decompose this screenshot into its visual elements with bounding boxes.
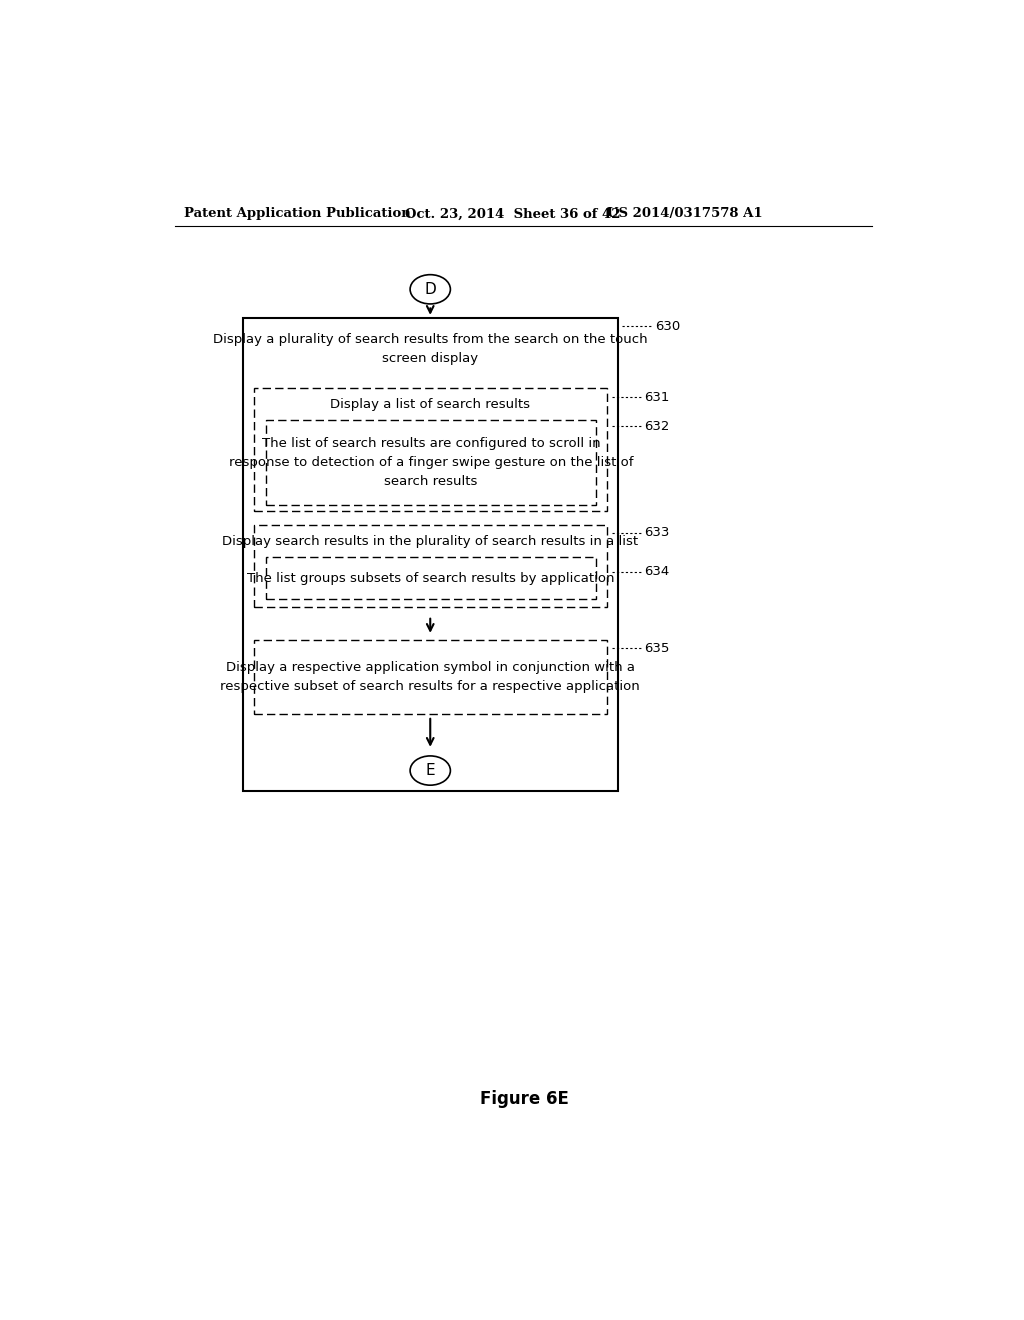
Text: Display search results in the plurality of search results in a list: Display search results in the plurality … [222, 535, 638, 548]
Text: E: E [425, 763, 435, 777]
Text: Display a respective application symbol in conjunction with a
respective subset : Display a respective application symbol … [220, 660, 640, 693]
Text: Oct. 23, 2014  Sheet 36 of 42: Oct. 23, 2014 Sheet 36 of 42 [406, 207, 621, 220]
Text: Display a list of search results: Display a list of search results [331, 399, 530, 412]
Text: 634: 634 [644, 565, 670, 578]
Bar [254, 640, 607, 714]
Text: Figure 6E: Figure 6E [480, 1090, 569, 1109]
Text: 633: 633 [644, 527, 670, 539]
Text: Patent Application Publication: Patent Application Publication [183, 207, 411, 220]
Bar [254, 388, 607, 511]
Ellipse shape [410, 275, 451, 304]
Ellipse shape [410, 756, 451, 785]
Bar [254, 525, 607, 607]
Bar [243, 318, 617, 792]
Text: The list of search results are configured to scroll in
response to detection of : The list of search results are configure… [228, 437, 633, 488]
Text: D: D [424, 281, 436, 297]
Bar [266, 557, 596, 599]
Bar [266, 420, 596, 506]
Text: Display a plurality of search results from the search on the touch
screen displa: Display a plurality of search results fr… [213, 334, 647, 366]
Text: The list groups subsets of search results by application: The list groups subsets of search result… [247, 572, 614, 585]
Text: US 2014/0317578 A1: US 2014/0317578 A1 [607, 207, 763, 220]
Text: 631: 631 [644, 391, 670, 404]
Text: 630: 630 [655, 319, 680, 333]
Text: 635: 635 [644, 642, 670, 655]
Text: 632: 632 [644, 420, 670, 433]
